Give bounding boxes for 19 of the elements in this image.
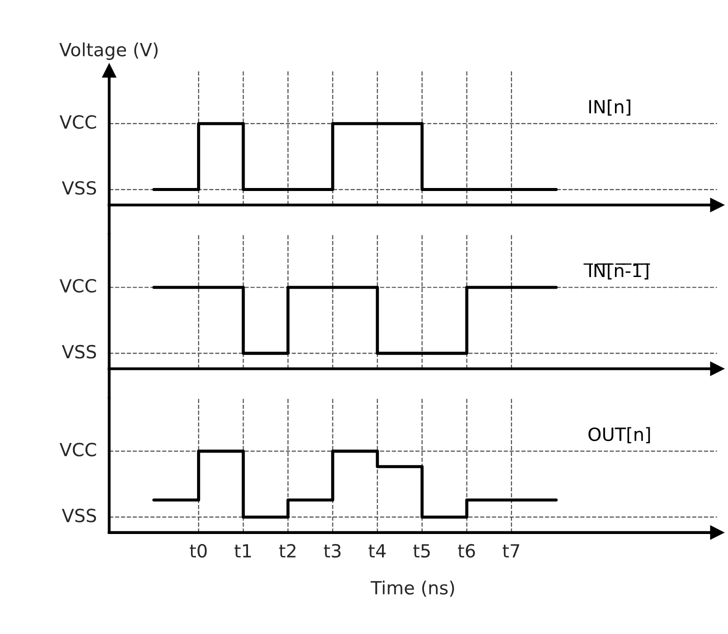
y-axis-title: Voltage (V)	[59, 42, 158, 60]
text: VSS	[62, 181, 96, 195]
series-label: I̅N̅[̅n̅-̅1̅]̅	[584, 263, 650, 280]
x-tick-label: t1	[234, 544, 251, 558]
x-tick-label: t5	[413, 544, 430, 558]
x-tick-label: t7	[502, 544, 520, 558]
text: IN[n]	[589, 100, 630, 116]
text: VSS	[62, 508, 96, 522]
x-tick-label: t4	[368, 544, 386, 558]
text: VCC	[60, 442, 96, 456]
text: OUT[n]	[588, 427, 650, 444]
x-tick-label: t0	[190, 544, 207, 558]
text: VCC	[60, 278, 96, 293]
x-tick-label: t2	[279, 544, 296, 558]
text: VSS	[62, 344, 96, 359]
x-tick-label: t6	[458, 544, 475, 558]
text: VCC	[60, 115, 96, 129]
x-axis-title: Time (ns)	[370, 580, 454, 597]
x-tick-label: t3	[324, 544, 341, 558]
